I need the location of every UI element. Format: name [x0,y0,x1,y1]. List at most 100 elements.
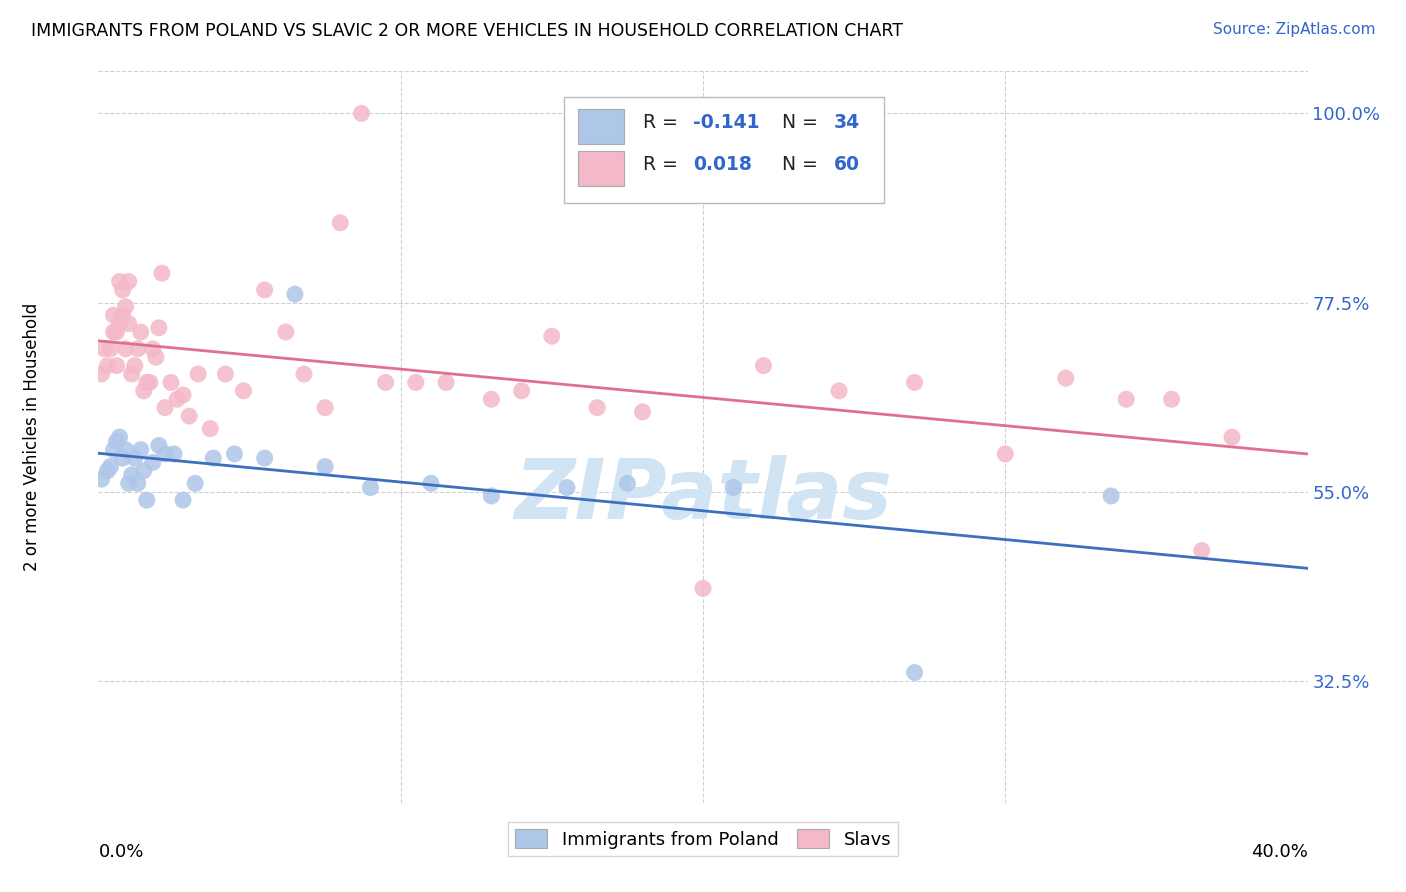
Point [114,300,136,314]
Point [142,342,165,356]
Point [224,447,246,461]
Point [135,493,157,508]
Point [129,442,152,457]
Point [314,459,336,474]
Point [132,464,155,478]
FancyBboxPatch shape [578,109,624,144]
Point [150,266,173,280]
Point [292,367,315,381]
Legend: Immigrants from Poland, Slavs: Immigrants from Poland, Slavs [508,822,898,856]
Point [163,447,186,461]
Point [723,481,745,495]
Point [132,384,155,398]
Point [904,376,927,390]
Text: ZIPatlas: ZIPatlas [515,455,891,536]
Point [692,582,714,596]
Point [1099,489,1122,503]
Point [481,489,503,503]
Point [200,422,222,436]
Point [105,325,128,339]
Text: IMMIGRANTS FROM POLAND VS SLAVIC 2 OR MORE VEHICLES IN HOUSEHOLD CORRELATION CHA: IMMIGRANTS FROM POLAND VS SLAVIC 2 OR MO… [31,22,903,40]
Point [752,359,775,373]
Point [121,367,143,381]
Point [994,447,1017,461]
Text: 2 or more Vehicles in Household: 2 or more Vehicles in Household [22,303,41,571]
Point [127,342,149,356]
Point [329,216,352,230]
Text: 34: 34 [834,113,859,132]
Point [103,442,125,457]
Point [904,665,927,680]
Point [96,359,118,373]
Point [1220,430,1243,444]
Point [284,287,307,301]
Point [111,308,134,322]
Point [118,476,141,491]
FancyBboxPatch shape [564,97,884,203]
Text: N =: N = [769,155,824,175]
Point [179,409,201,423]
Text: 0.018: 0.018 [693,155,752,175]
Text: N =: N = [769,113,824,132]
Point [124,359,146,373]
Point [172,388,194,402]
Point [118,275,141,289]
Point [1160,392,1182,407]
Point [160,376,183,390]
Point [127,476,149,491]
Point [214,367,236,381]
Point [108,317,131,331]
Point [90,472,112,486]
Point [90,367,112,381]
Point [135,376,157,390]
Point [374,376,396,390]
Point [129,325,152,339]
Point [828,384,851,398]
Point [153,401,176,415]
Point [105,359,128,373]
Point [253,451,276,466]
Point [100,342,122,356]
Text: R =: R = [643,155,683,175]
Point [350,106,373,120]
Point [124,451,146,466]
Point [108,275,131,289]
Point [184,476,207,491]
Point [631,405,654,419]
Point [314,401,336,415]
Point [148,438,170,452]
Point [121,467,143,482]
Point [118,317,141,331]
Point [253,283,276,297]
Point [1054,371,1077,385]
Text: -0.141: -0.141 [693,113,759,132]
Point [114,442,136,457]
Point [540,329,562,343]
Text: 60: 60 [834,155,859,175]
Point [420,476,443,491]
Point [187,367,209,381]
Point [1115,392,1137,407]
Point [111,451,134,466]
Point [103,308,125,322]
Point [202,451,225,466]
Point [586,401,609,415]
Point [108,430,131,444]
FancyBboxPatch shape [578,151,624,186]
Point [96,464,118,478]
Text: 40.0%: 40.0% [1251,843,1308,861]
Text: 0.0%: 0.0% [98,843,143,861]
Point [105,434,128,449]
Point [510,384,533,398]
Point [100,459,122,474]
Point [360,481,382,495]
Point [166,392,188,407]
Point [93,342,115,356]
Point [142,455,165,469]
Point [145,350,167,364]
Point [555,481,578,495]
Point [232,384,254,398]
Point [405,376,427,390]
Point [1191,543,1213,558]
Point [616,476,638,491]
